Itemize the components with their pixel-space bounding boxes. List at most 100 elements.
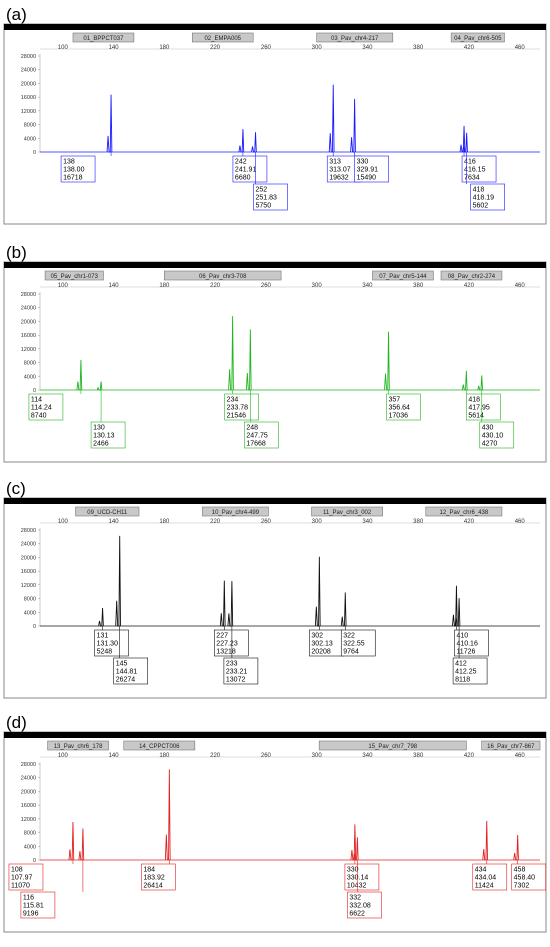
peak-height: 13072 — [226, 677, 246, 684]
peak-height: 9764 — [343, 649, 359, 656]
peak-trace — [164, 769, 171, 861]
y-tick-label: 0 — [33, 388, 36, 394]
x-tick-label: 380 — [413, 283, 424, 289]
marker-bin — [75, 506, 140, 517]
allele-callout — [466, 393, 501, 421]
allele-callout — [511, 863, 546, 891]
allele-call: 430 — [482, 425, 494, 432]
y-tick-label: 0 — [33, 858, 36, 864]
x-tick-label: 260 — [261, 753, 272, 759]
allele-call: 130 — [93, 425, 105, 432]
allele-callout — [113, 657, 149, 685]
peak-trace — [328, 84, 335, 153]
y-tick-label: 12000 — [21, 817, 36, 823]
allele-size: 227.23 — [216, 641, 238, 648]
y-tick-label: 4000 — [24, 136, 36, 142]
y-tick-label: 20000 — [21, 81, 36, 87]
peak-trace — [451, 585, 458, 627]
x-tick-label: 140 — [109, 283, 120, 289]
allele-callout — [470, 183, 505, 211]
peak-trace — [245, 329, 252, 391]
y-tick-label: 24000 — [21, 68, 36, 74]
panel-label: (b) — [6, 243, 27, 262]
panel-c: (c) 09_UCD-CH11 10_Pav_chr4-499 11_Pav_chr3… — [3, 479, 547, 699]
x-tick-label: 340 — [362, 753, 373, 759]
y-tick-label: 4000 — [24, 610, 36, 616]
allele-callout — [386, 393, 421, 421]
allele-call: 302 — [311, 633, 323, 640]
x-tick-label: 220 — [210, 519, 221, 525]
marker-bin — [440, 270, 503, 281]
peak-trace — [98, 607, 104, 627]
y-tick-label: 20000 — [21, 555, 36, 561]
x-tick-label: 100 — [58, 45, 69, 51]
y-tick-label: 8000 — [24, 831, 36, 837]
x-tick-label: 300 — [312, 283, 323, 289]
marker-label: 12_Pav_chr6_438 — [439, 510, 488, 516]
peak-trace — [96, 381, 103, 391]
allele-callout — [244, 421, 279, 449]
allele-call: 330 — [357, 159, 369, 166]
allele-size: 313.07 — [329, 167, 351, 174]
allele-callout — [28, 393, 64, 421]
x-tick-label: 180 — [159, 45, 170, 51]
marker-label: 01_BPPCT037 — [83, 36, 124, 42]
x-tick-label: 340 — [362, 519, 373, 525]
x-tick-label: 380 — [413, 45, 424, 51]
allele-callout — [452, 657, 488, 685]
peak-trace — [340, 592, 347, 627]
allele-call: 332 — [349, 895, 361, 902]
y-tick-label: 16000 — [21, 333, 36, 339]
allele-call: 114 — [31, 397, 42, 404]
marker-bin — [481, 740, 541, 751]
y-tick-label: 24000 — [21, 306, 36, 312]
x-tick-label: 180 — [159, 519, 170, 525]
peak-height: 5614 — [468, 413, 484, 420]
peak-height: 8118 — [455, 677, 470, 684]
x-tick-label: 180 — [159, 753, 170, 759]
peak-trace — [219, 580, 226, 627]
peak-height: 21546 — [227, 413, 247, 420]
marker-bin — [318, 740, 467, 751]
allele-size: 247.75 — [246, 433, 268, 440]
y-tick-label: 28000 — [21, 292, 36, 298]
allele-callout — [253, 183, 288, 211]
panel-a: (a) 01_BPPCT037 02_EMPA005 03_Pav_chr4-217 0… — [3, 5, 547, 225]
x-tick-label: 300 — [312, 519, 323, 525]
marker-bin — [316, 32, 394, 43]
allele-callout — [90, 421, 126, 449]
allele-call: 242 — [235, 159, 247, 166]
marker-bin — [72, 32, 135, 43]
x-tick-label: 140 — [109, 45, 120, 51]
peak-trace — [228, 316, 234, 391]
y-tick-label: 16000 — [21, 95, 36, 101]
allele-callout — [340, 629, 376, 657]
y-tick-label: 12000 — [21, 583, 36, 589]
x-tick-label: 260 — [261, 283, 272, 289]
marker-bin — [450, 32, 505, 43]
marker-label: 04_Pav_chr6-505 — [454, 36, 502, 42]
allele-size: 417.95 — [468, 405, 490, 412]
marker-label: 08_Pav_chr2-274 — [448, 274, 496, 280]
allele-size: 418.19 — [473, 195, 495, 202]
allele-call: 418 — [468, 397, 480, 404]
allele-callout — [472, 863, 508, 891]
peak-height: 8740 — [31, 413, 47, 420]
peak-height: 11070 — [11, 883, 30, 890]
marker-label: 07_Pav_chr5-144 — [379, 274, 427, 280]
peak-height: 5750 — [256, 203, 272, 210]
peak-trace — [350, 98, 356, 153]
marker-label: 15_Pav_chr7_798 — [368, 744, 417, 750]
allele-size: 412.25 — [455, 669, 477, 676]
x-tick-label: 340 — [362, 283, 373, 289]
x-tick-label: 100 — [58, 753, 69, 759]
allele-call: 248 — [246, 425, 258, 432]
peak-height: 9196 — [23, 911, 39, 918]
allele-size: 233.21 — [226, 669, 248, 676]
y-tick-label: 8000 — [24, 123, 36, 129]
peak-height: 26274 — [116, 677, 136, 684]
allele-size: 183.92 — [143, 875, 165, 882]
peak-trace — [477, 375, 484, 391]
y-tick-label: 28000 — [21, 54, 36, 60]
peak-trace — [238, 129, 245, 153]
